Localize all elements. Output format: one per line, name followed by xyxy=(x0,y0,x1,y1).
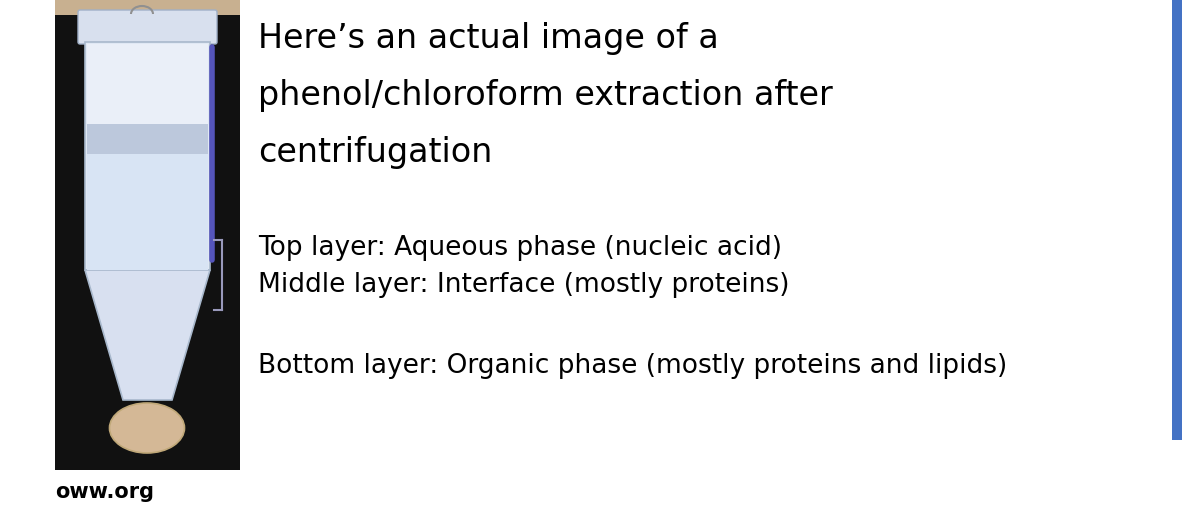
Bar xyxy=(56,0,240,470)
Polygon shape xyxy=(85,42,210,270)
Bar xyxy=(87,124,208,154)
Text: oww.org: oww.org xyxy=(56,482,154,502)
Bar xyxy=(87,44,208,124)
Bar xyxy=(1173,0,1182,440)
Text: Bottom layer: Organic phase (mostly proteins and lipids): Bottom layer: Organic phase (mostly prot… xyxy=(258,353,1007,379)
Polygon shape xyxy=(85,270,210,400)
Text: Here’s an actual image of a: Here’s an actual image of a xyxy=(258,22,719,55)
Bar xyxy=(0,470,290,512)
FancyBboxPatch shape xyxy=(78,10,217,44)
Text: phenol/chloroform extraction after: phenol/chloroform extraction after xyxy=(258,79,833,112)
Ellipse shape xyxy=(110,403,184,453)
Text: Middle layer: Interface (mostly proteins): Middle layer: Interface (mostly proteins… xyxy=(258,272,790,298)
Bar xyxy=(56,0,240,15)
Bar xyxy=(0,0,56,512)
Text: Top layer: Aqueous phase (nucleic acid): Top layer: Aqueous phase (nucleic acid) xyxy=(258,235,782,261)
Text: centrifugation: centrifugation xyxy=(258,136,493,169)
Bar xyxy=(87,154,208,270)
